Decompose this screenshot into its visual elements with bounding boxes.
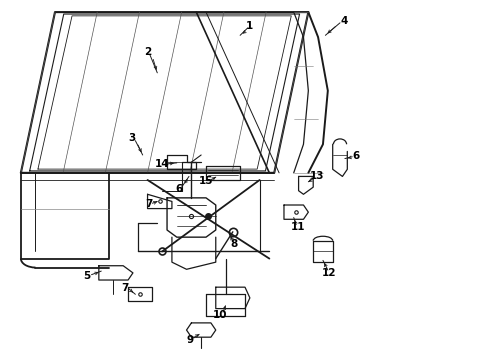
Text: 6: 6 [175,184,182,194]
Text: 5: 5 [83,271,91,281]
Text: 13: 13 [310,171,324,181]
Text: 4: 4 [340,16,347,26]
Text: 6: 6 [352,151,360,161]
Text: 12: 12 [322,268,337,278]
Text: 14: 14 [155,159,170,169]
Text: 7: 7 [121,283,128,293]
Text: 9: 9 [187,335,194,345]
Text: 11: 11 [291,222,305,232]
Text: 10: 10 [213,310,227,320]
Text: 3: 3 [128,133,136,143]
Text: 1: 1 [246,21,253,31]
Text: 8: 8 [230,239,238,249]
Text: 7: 7 [145,199,152,209]
Text: 15: 15 [199,176,213,186]
Text: 2: 2 [144,47,151,57]
